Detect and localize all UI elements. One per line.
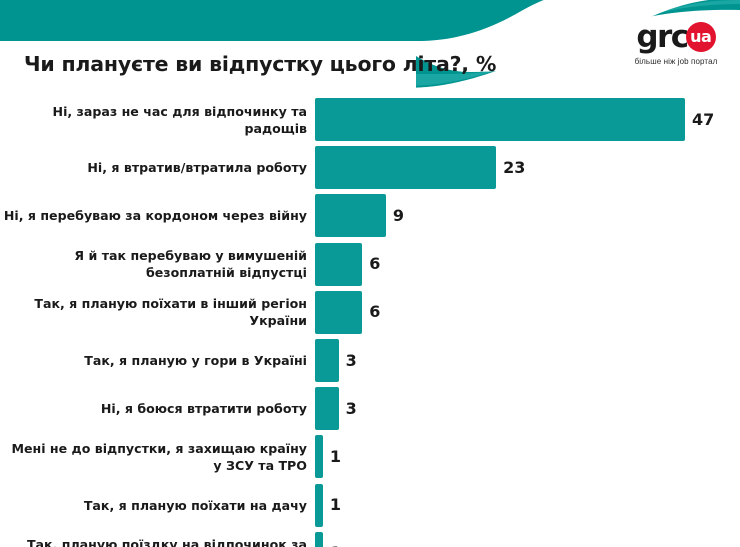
bar-row: Ні, зараз не час для відпочинку та радощ…: [0, 98, 740, 141]
bar-value-label: 23: [503, 157, 526, 177]
bar-row: Ні, я боюся втратити роботу 3: [0, 387, 740, 431]
bar-category-label: Ні, я перебуваю за кордоном через війну: [3, 208, 307, 224]
bar-row: Так, я планую поїхати на дачу 1: [0, 483, 740, 527]
bar-category-label: Так, я планую у гори в Україні: [84, 353, 307, 368]
bar-rect: [315, 98, 685, 141]
header-wave-graphic: [0, 0, 740, 92]
bar-rect: [315, 483, 323, 527]
bar-row: Так, планую поїздку на відпочинок за кор…: [0, 531, 740, 547]
bar-value-label: 3: [345, 350, 357, 370]
bar-row: Ні, я втратив/втратила роботу 23: [0, 146, 740, 190]
bar-track: 3: [315, 339, 740, 382]
bar-track: 6: [315, 242, 740, 286]
bar-track: 23: [315, 146, 740, 190]
bar-track: 1: [315, 531, 740, 547]
bar-track: 1: [315, 483, 740, 527]
bar-chart: Ні, зараз не час для відпочинку та радощ…: [0, 98, 740, 547]
grc-ua-logo: grc ua більше ніж job портал: [620, 20, 732, 74]
bar-value-label: 47: [692, 109, 715, 129]
bar-value-label: 6: [369, 254, 381, 274]
header-banner: grc ua більше ніж job портал: [0, 0, 740, 92]
bar-category-label: Так, планую поїздку на відпочинок за кор…: [26, 537, 307, 547]
bar-track: 3: [315, 387, 740, 431]
bar-track: 1: [315, 435, 740, 479]
bar-value-label: 6: [369, 302, 381, 322]
bar-rect: [315, 290, 363, 334]
bar-value-label: 1: [329, 495, 341, 515]
bar-value-label: 3: [345, 398, 357, 418]
bar-track: 47: [315, 98, 740, 141]
bar-rect: [315, 531, 323, 547]
bar-row: Мені не до відпустки, я захищаю країну у…: [0, 435, 740, 479]
bar-category-label: Я й так перебуваю у вимушеній безоплатні…: [74, 248, 307, 281]
bar-category-label: Так, я планую поїхати в інший регіон Укр…: [34, 296, 307, 329]
bar-rect: [315, 242, 363, 286]
bar-category-label: Мені не до відпустки, я захищаю країну у…: [11, 440, 307, 473]
bar-rect: [315, 435, 323, 479]
logo-tagline: більше ніж job портал: [634, 57, 718, 66]
bar-rect: [315, 194, 386, 238]
logo-domain-badge: ua: [685, 22, 716, 52]
bar-track: 6: [315, 290, 740, 334]
bar-value-label: 1: [329, 446, 341, 466]
bar-rect: [315, 146, 497, 190]
logo-mark: grc ua: [620, 20, 732, 54]
bar-row: Так, я планую поїхати в інший регіон Укр…: [0, 290, 740, 334]
bar-value-label: 1: [330, 545, 341, 547]
logo-brand-text: grc: [636, 19, 689, 55]
chart-title: Чи плануєте ви відпустку цього літа?, %: [24, 52, 497, 76]
bar-row: Так, я планую у гори в Україні 3: [0, 339, 740, 382]
bar-value-label: 9: [392, 205, 404, 225]
bar-category-label: Так, я планую поїхати на дачу: [83, 497, 307, 513]
bar-category-label: Ні, я втратив/втратила роботу: [87, 160, 307, 176]
bar-row: Я й так перебуваю у вимушеній безоплатні…: [0, 242, 740, 286]
bar-category-label: Ні, я боюся втратити роботу: [100, 401, 307, 417]
bar-row: Ні, я перебуваю за кордоном через війну 9: [0, 194, 740, 238]
bar-track: 9: [315, 194, 740, 238]
bar-category-label: Ні, зараз не час для відпочинку та радощ…: [52, 103, 307, 136]
bar-rect: [315, 387, 339, 431]
bar-rect: [315, 339, 339, 382]
